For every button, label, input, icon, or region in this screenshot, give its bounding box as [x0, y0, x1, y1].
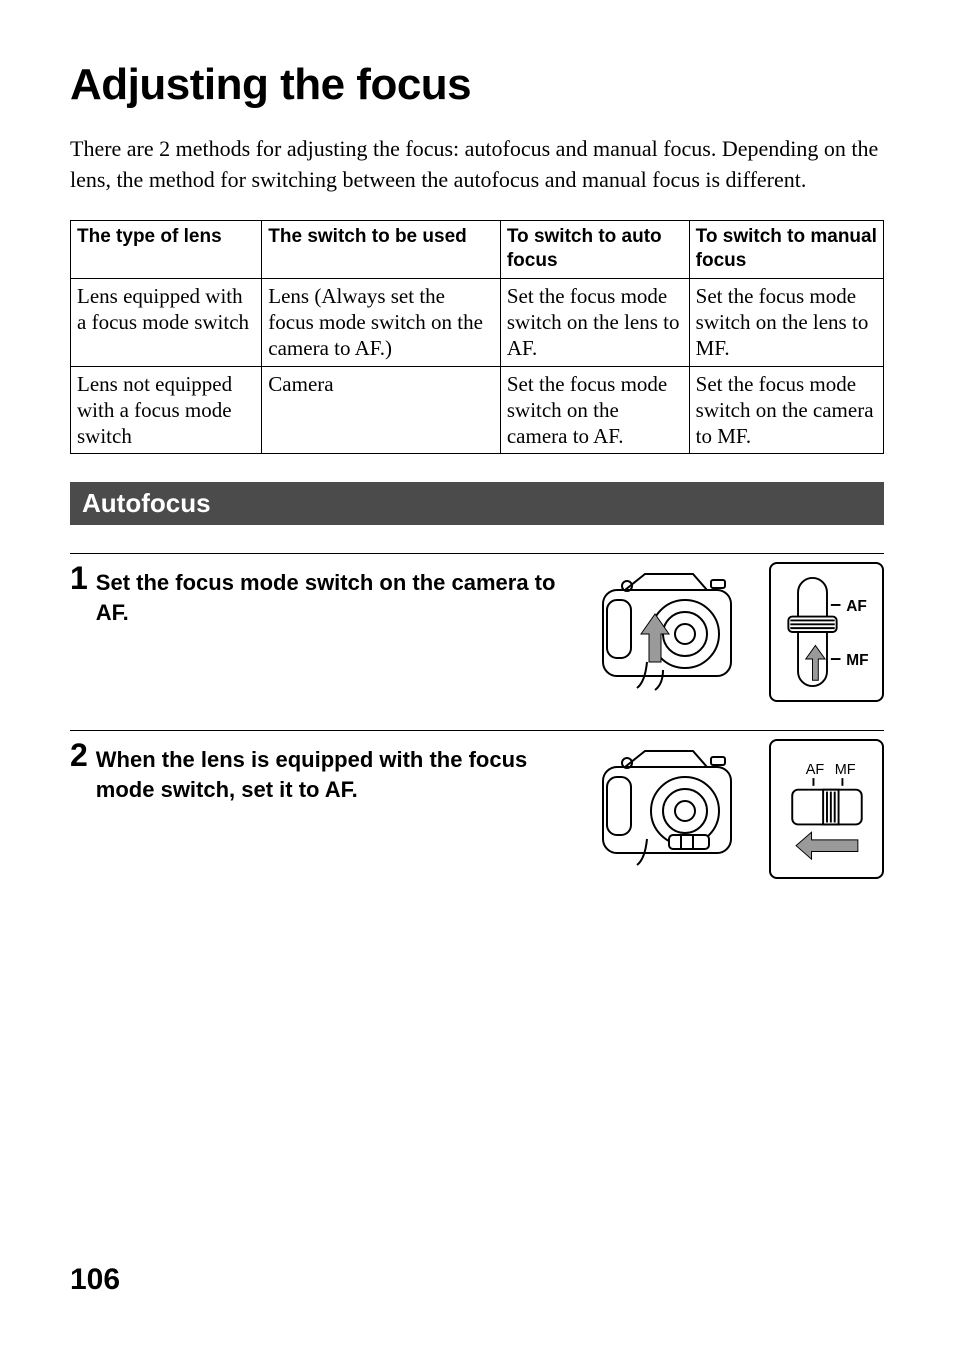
- page-number: 106: [70, 1263, 120, 1297]
- step-text: 2 When the lens is equipped with the foc…: [70, 739, 561, 804]
- table-cell: Lens equipped with a focus mode switch: [71, 278, 262, 366]
- af-label: AF: [846, 598, 867, 615]
- step-body: When the lens is equipped with the focus…: [96, 739, 561, 804]
- section-heading: Autofocus: [70, 482, 884, 525]
- table-header: The type of lens: [71, 220, 262, 278]
- table-cell: Set the focus mode switch on the lens to…: [689, 278, 883, 366]
- table-cell: Set the focus mode switch on the camera …: [500, 366, 689, 454]
- camera-illustration-icon: [585, 739, 755, 879]
- step-number: 2: [70, 739, 88, 771]
- step-text: 1 Set the focus mode switch on the camer…: [70, 562, 561, 627]
- table-row: Lens equipped with a focus mode switch L…: [71, 278, 884, 366]
- focus-switch-vertical-icon: AF MF: [769, 562, 884, 702]
- table-cell: Set the focus mode switch on the camera …: [689, 366, 883, 454]
- camera-illustration-icon: [585, 562, 755, 702]
- step-2: 2 When the lens is equipped with the foc…: [70, 739, 884, 879]
- table-row: Lens not equipped with a focus mode swit…: [71, 366, 884, 454]
- step-body: Set the focus mode switch on the camera …: [96, 562, 561, 627]
- table-header-row: The type of lens The switch to be used T…: [71, 220, 884, 278]
- mf-label: MF: [846, 652, 868, 669]
- lens-table: The type of lens The switch to be used T…: [70, 220, 884, 455]
- divider: [70, 553, 884, 554]
- af-label: AF: [806, 763, 825, 779]
- table-header: The switch to be used: [262, 220, 501, 278]
- table-cell: Lens not equipped with a focus mode swit…: [71, 366, 262, 454]
- page: Adjusting the focus There are 2 methods …: [0, 0, 954, 1345]
- intro-paragraph: There are 2 methods for adjusting the fo…: [70, 134, 884, 196]
- mf-label: MF: [835, 763, 856, 779]
- table-cell: Lens (Always set the focus mode switch o…: [262, 278, 501, 366]
- step-figures: AF MF: [585, 739, 884, 879]
- page-title: Adjusting the focus: [70, 60, 884, 110]
- step-1: 1 Set the focus mode switch on the camer…: [70, 562, 884, 702]
- step-number: 1: [70, 562, 88, 594]
- divider: [70, 730, 884, 731]
- step-figures: AF MF: [585, 562, 884, 702]
- table-header: To switch to manual focus: [689, 220, 883, 278]
- table-cell: Camera: [262, 366, 501, 454]
- focus-switch-horizontal-icon: AF MF: [769, 739, 884, 879]
- table-cell: Set the focus mode switch on the lens to…: [500, 278, 689, 366]
- table-header: To switch to auto focus: [500, 220, 689, 278]
